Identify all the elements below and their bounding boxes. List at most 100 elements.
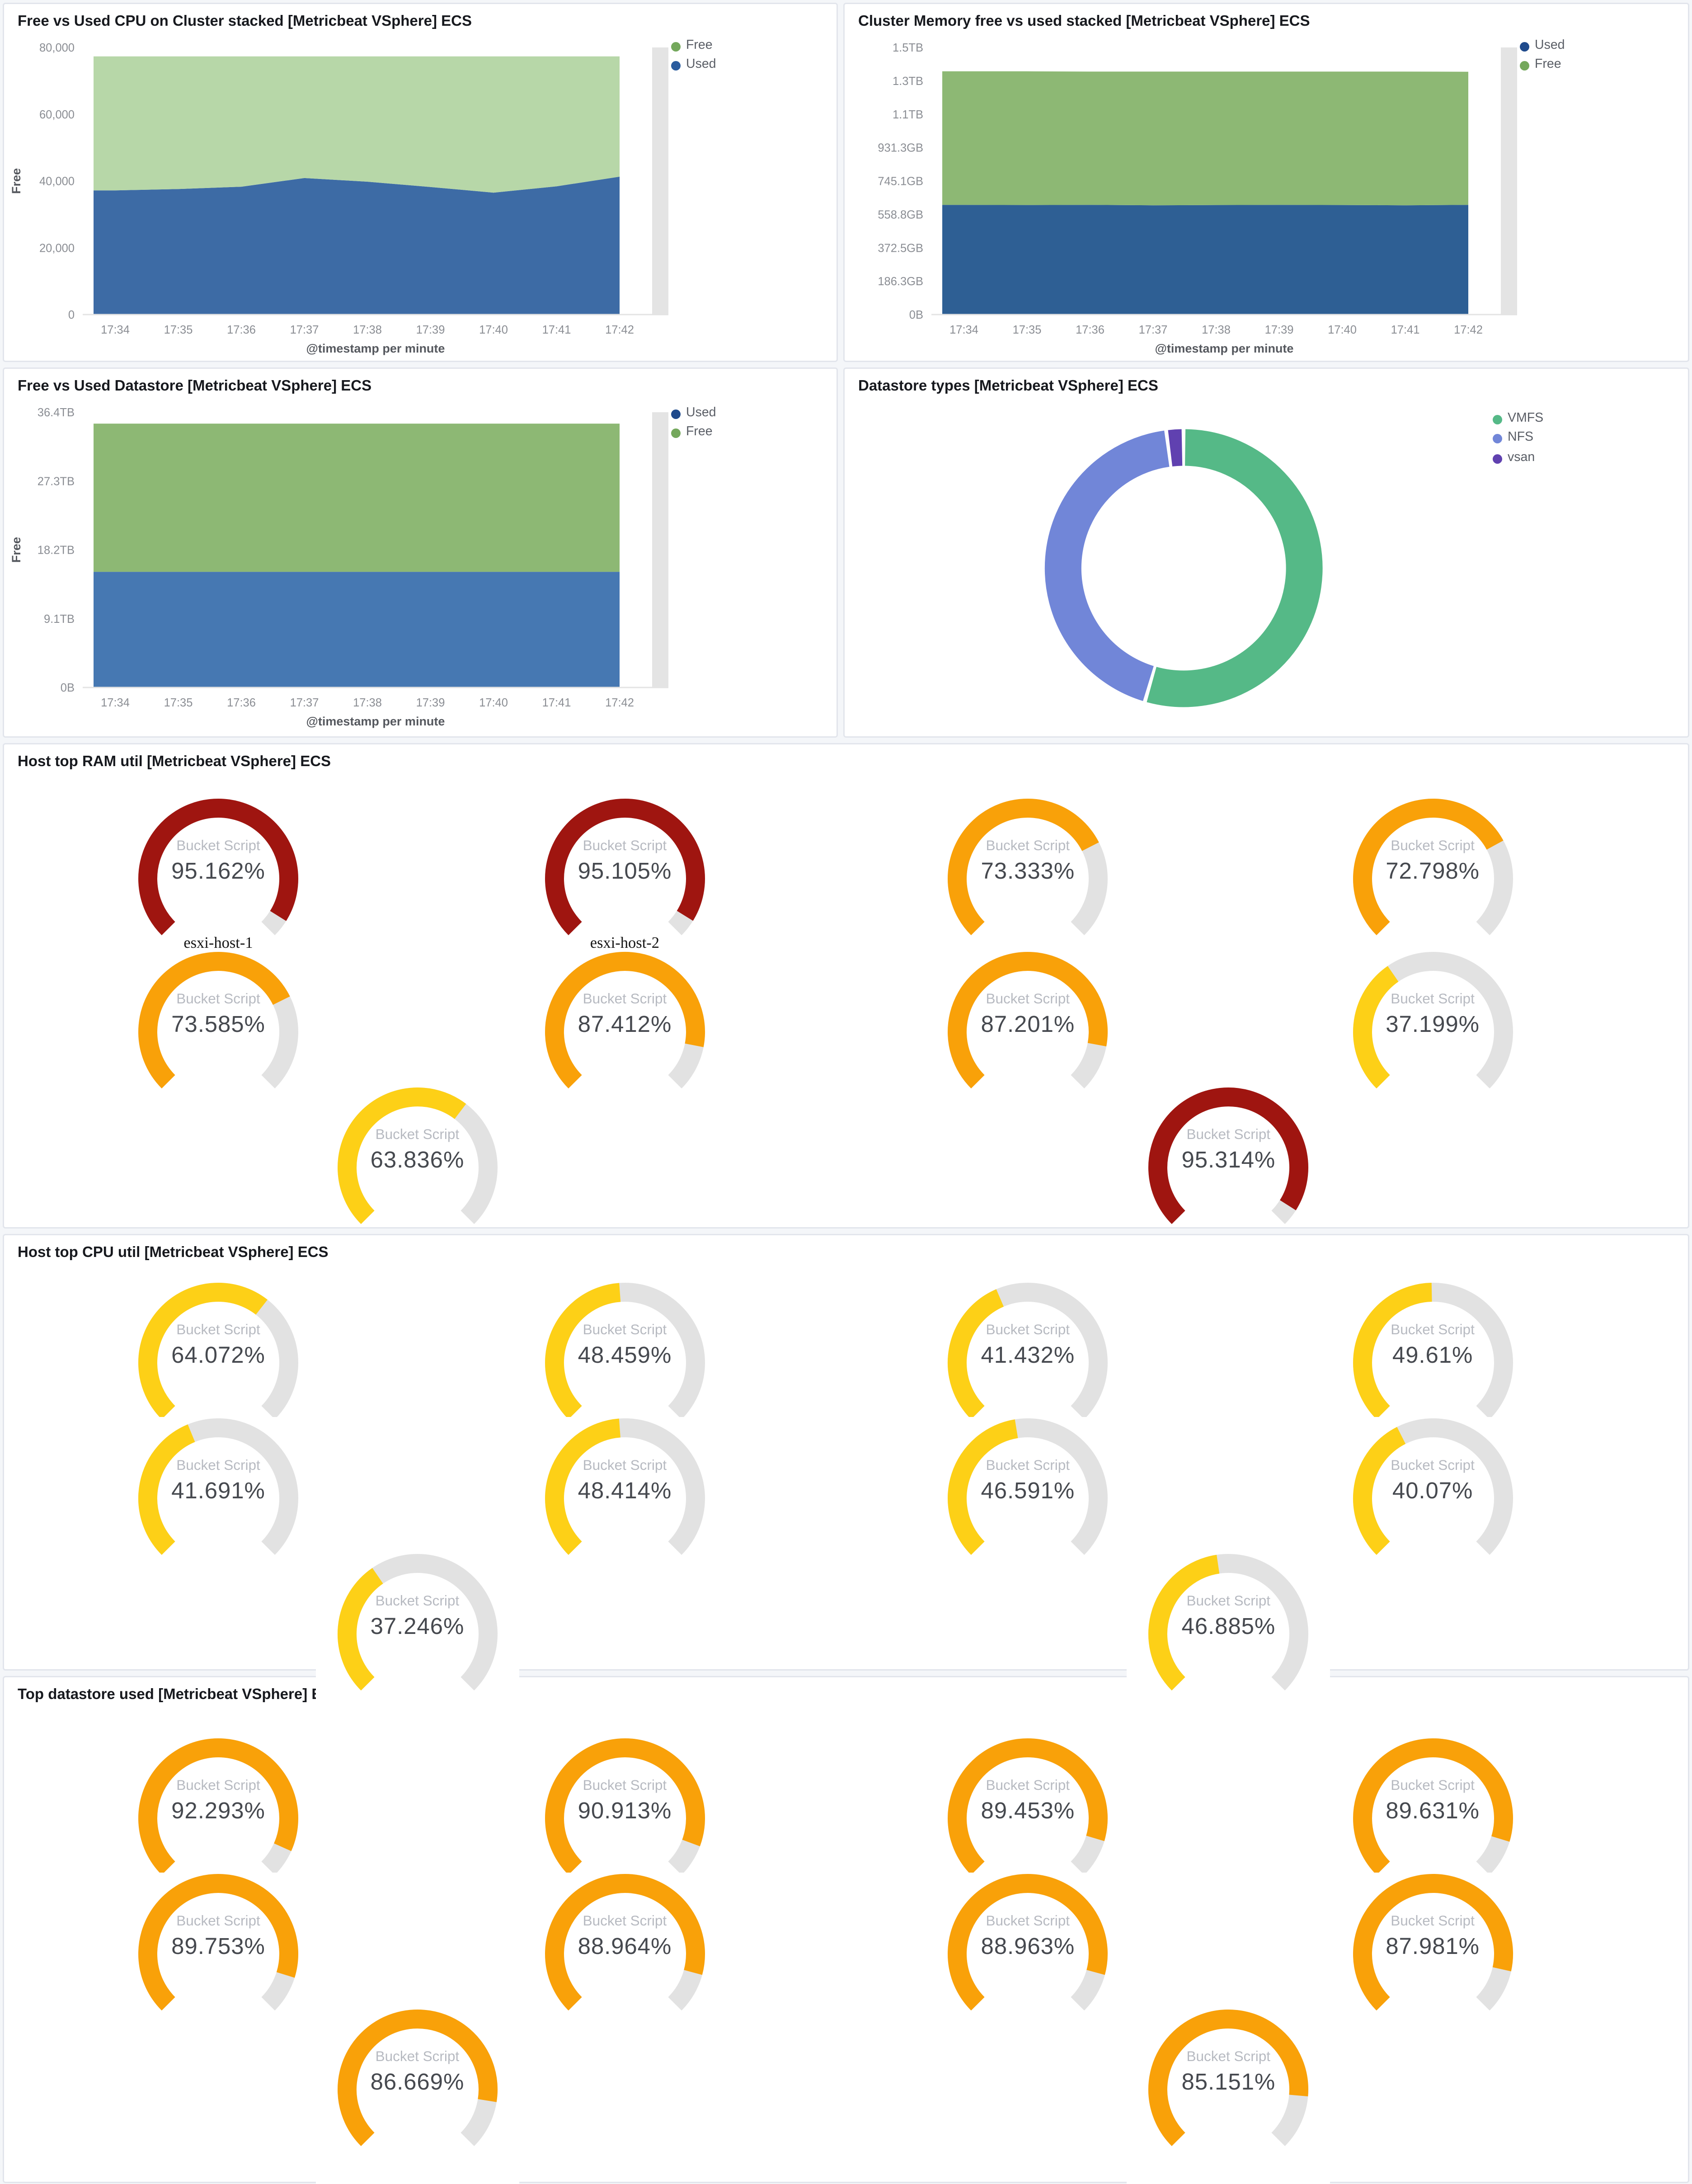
gauge-fill: [948, 799, 1099, 936]
legend-item-free[interactable]: Free: [671, 38, 716, 53]
legend-item-vmfs[interactable]: VMFS: [1493, 411, 1543, 426]
gauge-88.963%: Bucket Script 88.963%: [926, 1873, 1130, 2024]
gauge-fill: [138, 799, 298, 936]
y-tick-label: 0B: [909, 309, 923, 321]
gauge-metric-label: Bucket Script: [986, 991, 1070, 1007]
gauge-arc: [138, 799, 298, 936]
legend-label: Free: [686, 38, 713, 53]
partial-bucket-band: [652, 47, 668, 315]
panel-title: Host top RAM util [Metricbeat VSphere] E…: [18, 754, 331, 770]
x-tick-label: 17:34: [101, 324, 130, 336]
y-tick-label: 1.1TB: [893, 108, 923, 121]
gauge-fill: [1353, 966, 1398, 1089]
legend-color-dot: [671, 61, 681, 71]
panel-title: Free vs Used Datastore [Metricbeat VSphe…: [18, 378, 372, 395]
gauge-metric-label: Bucket Script: [176, 1778, 260, 1794]
gauge-value: 73.585%: [171, 1012, 265, 1037]
gauge-value: 72.798%: [1386, 858, 1480, 884]
legend-item-used[interactable]: Used: [1520, 38, 1565, 53]
gauge-value: 89.631%: [1386, 1798, 1480, 1824]
gauge-89.631%: Bucket Script 89.631%: [1331, 1737, 1535, 1897]
gauge-fill: [1148, 1554, 1220, 1691]
gauge-fill: [138, 952, 290, 1089]
gauge-value: 88.964%: [578, 1934, 672, 1959]
gauge-metric-label: Bucket Script: [375, 1593, 460, 1610]
gauge-value: 63.836%: [370, 1147, 465, 1173]
x-tick-label: 17:42: [605, 697, 634, 709]
x-tick-label: 17:37: [290, 324, 319, 336]
x-axis-title: @timestamp per minute: [306, 342, 445, 355]
gauge-fill: [948, 952, 1108, 1089]
gauge-metric-label: Bucket Script: [583, 838, 667, 854]
gauge-arc: [1353, 1738, 1513, 1875]
gauge-value: 40.07%: [1392, 1478, 1473, 1504]
gauge-73.333%: Bucket Script 73.333%: [926, 797, 1130, 957]
gauge-metric-label: Bucket Script: [986, 1913, 1070, 1930]
panel-title: Host top CPU util [Metricbeat VSphere] E…: [18, 1245, 329, 1261]
chart-legend: VMFS NFS vsan: [1493, 411, 1543, 471]
x-tick-label: 17:34: [949, 324, 978, 336]
y-axis-title: Free: [9, 537, 23, 563]
panel-top-datastore-used: Top datastore used [Metricbeat VSphere] …: [3, 1676, 1689, 2184]
ram-gauge-grid: Bucket Script 95.162% esxi-host-1 Bucket Sc…: [4, 744, 1688, 1227]
gauge-arc: [545, 952, 705, 1089]
x-axis-title: @timestamp per minute: [1155, 342, 1294, 355]
gauge-metric-label: Bucket Script: [1391, 838, 1475, 854]
gauge-metric-label: Bucket Script: [1186, 1127, 1271, 1143]
gauge-37.199%: Bucket Script 37.199%: [1331, 951, 1535, 1102]
donut-slice-vsan[interactable]: [1168, 429, 1183, 467]
gauge-46.591%: Bucket Script 46.591%: [926, 1417, 1130, 1569]
legend-item-used[interactable]: Used: [671, 405, 716, 421]
memory-area-chart: 1.5TB 1.3TB 1.1TB 931.3GB 745.1GB 558.8GB 372.…: [845, 37, 1691, 370]
gauge-fill: [1353, 799, 1503, 936]
y-tick-label: 20,000: [39, 242, 75, 254]
gauge-arc: [948, 952, 1108, 1089]
legend-item-used[interactable]: Used: [671, 57, 716, 73]
gauge-87.412%: Bucket Script 87.412%: [523, 951, 727, 1102]
y-tick-label: 60,000: [39, 108, 75, 121]
gauge-arc: [948, 799, 1108, 936]
legend-item-free[interactable]: Free: [1520, 57, 1565, 73]
gauge-metric-label: Bucket Script: [1391, 1322, 1475, 1338]
x-tick-label: 17:35: [164, 324, 193, 336]
gauge-37.246%: Bucket Script 37.246%: [315, 1553, 519, 1713]
gauge-metric-label: Bucket Script: [176, 1913, 260, 1930]
gauge-metric-label: Bucket Script: [583, 1322, 667, 1338]
gauge-value: 90.913%: [578, 1798, 672, 1824]
gauge-metric-label: Bucket Script: [176, 1322, 260, 1338]
gauge-sublabel: esxi-host-1: [183, 936, 253, 952]
y-tick-label: 372.5GB: [878, 242, 923, 254]
gauge-value: 89.453%: [981, 1798, 1075, 1824]
gauge-value: 49.61%: [1392, 1342, 1473, 1368]
gauge-metric-label: Bucket Script: [1391, 1913, 1475, 1930]
legend-color-dot: [671, 42, 681, 52]
legend-item-free[interactable]: Free: [671, 425, 716, 440]
panel-cluster-memory-stacked: Cluster Memory free vs used stacked [Met…: [843, 3, 1689, 362]
partial-bucket-band: [1501, 47, 1517, 315]
gauge-arc: [138, 1874, 298, 2011]
legend-label: Free: [1535, 57, 1561, 73]
gauge-73.585%: Bucket Script 73.585%: [117, 951, 320, 1102]
gauge-41.432%: Bucket Script 41.432%: [926, 1281, 1130, 1441]
area-series-used: [94, 572, 620, 687]
cpu-area-chart: 80,000 60,000 40,000 20,000 0 17:34 17:35 17:36…: [4, 37, 839, 370]
gauge-metric-label: Bucket Script: [986, 838, 1070, 854]
x-tick-label: 17:36: [227, 697, 256, 709]
gauge-metric-label: Bucket Script: [1391, 991, 1475, 1007]
donut-slice-vmfs[interactable]: [1147, 429, 1323, 707]
gauge-fill: [138, 1874, 298, 2011]
donut-slice-nfs[interactable]: [1044, 430, 1170, 701]
gauge-fill: [337, 2010, 498, 2146]
gauge-fill: [1353, 1283, 1432, 1420]
x-tick-label: 17:38: [353, 697, 382, 709]
gauge-arc: [1353, 1283, 1513, 1420]
y-tick-label: 0B: [61, 682, 75, 694]
area-series-free: [94, 56, 620, 193]
legend-item-vsan[interactable]: vsan: [1493, 450, 1543, 466]
panel-host-top-ram-util: Host top RAM util [Metricbeat VSphere] E…: [3, 743, 1689, 1228]
y-tick-label: 931.3GB: [878, 142, 923, 155]
legend-label: Used: [686, 405, 716, 420]
legend-item-nfs[interactable]: NFS: [1493, 430, 1543, 446]
